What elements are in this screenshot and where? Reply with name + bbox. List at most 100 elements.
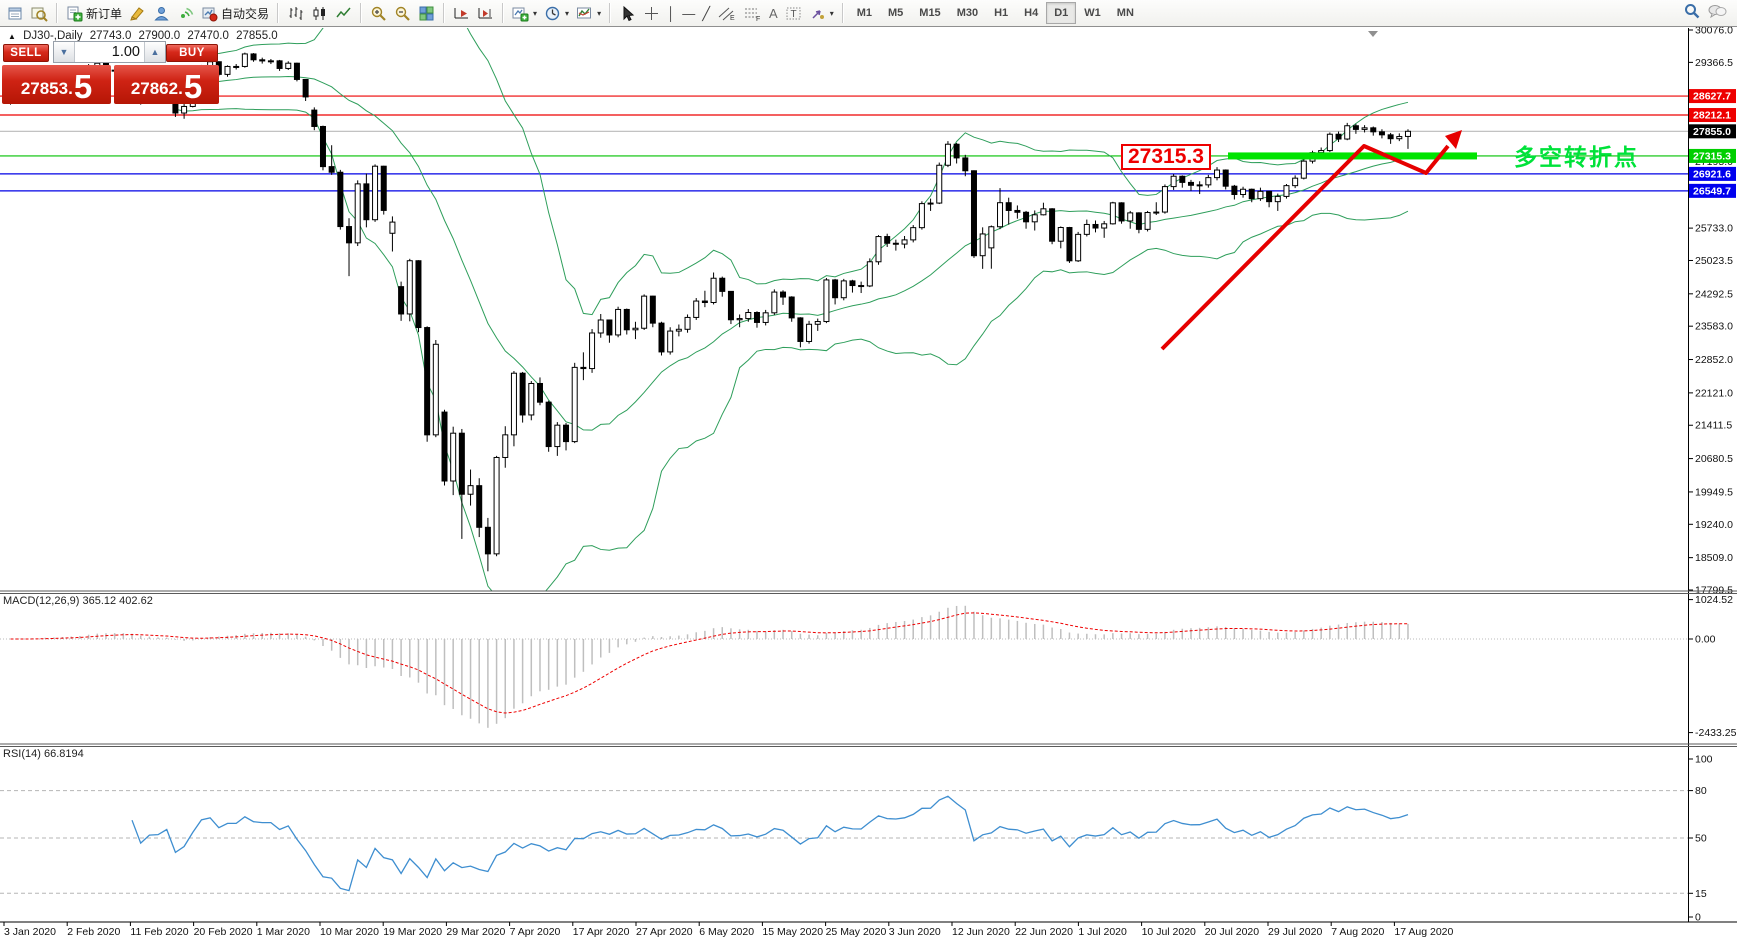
svg-text:24292.5: 24292.5 [1695,288,1733,300]
date-axis-label: 29 Mar 2020 [446,926,505,938]
toolbar-separator [609,3,612,23]
zoom-in-icon[interactable] [367,3,390,24]
date-axis-label: 17 Apr 2020 [573,926,630,938]
chart-title: ▲ DJ30-,Daily 27743.0 27900.0 27470.0 27… [8,30,282,42]
date-axis-label: 10 Mar 2020 [320,926,379,938]
price-level-annotation[interactable]: 27315.3 [1121,144,1211,170]
date-axis-label: 11 Feb 2020 [130,926,188,938]
chart-shift-marker-icon [1368,31,1378,37]
text-icon[interactable]: A [769,5,778,21]
text-label-icon[interactable]: T [782,3,805,24]
new-order-button[interactable]: 新订单 [63,3,125,24]
community-icon[interactable] [150,3,173,24]
date-axis-label: 27 Apr 2020 [636,926,693,938]
svg-text:0.00: 0.00 [1695,634,1716,646]
candlestick-chart-icon[interactable] [308,3,331,24]
timeframe-button-M30[interactable]: M30 [956,7,979,19]
sell-price-display[interactable]: 27853. 5 [2,65,111,104]
date-axis-label: 3 Jun 2020 [889,926,941,938]
volume-decrease-button[interactable]: ▼ [54,42,75,62]
svg-text:22852.0: 22852.0 [1695,354,1733,366]
timeframe-button-D1[interactable]: D1 [1046,2,1077,24]
buy-price-big-digit: 5 [183,68,203,105]
svg-text:29366.5: 29366.5 [1695,57,1733,69]
autotrading-button[interactable]: 自动交易 [198,3,272,24]
date-axis-label: 25 May 2020 [826,926,887,938]
date-axis-label: 2 Feb 2020 [67,926,120,938]
toolbar: 新订单 自动交易 [0,0,1737,27]
date-axis-label: 1 Jul 2020 [1078,926,1127,938]
timeframe-button-M1[interactable]: M1 [856,7,872,19]
buy-button[interactable]: BUY [166,44,218,62]
date-axis-label: 3 Jan 2020 [4,926,56,938]
close-value: 27855.0 [236,30,278,42]
toolbar-separator [841,3,844,23]
turning-point-annotation[interactable]: 多空转折点 [1514,144,1639,170]
new-chart-button[interactable]: ▾ [509,3,540,24]
date-axis-label: 7 Apr 2020 [510,926,561,938]
svg-text:19949.5: 19949.5 [1695,486,1733,498]
fibonacci-icon[interactable]: F [740,3,765,24]
strategy-tester-icon[interactable] [28,3,51,24]
trendline-icon[interactable]: ╱ [702,5,711,21]
volume-input[interactable] [75,42,144,62]
svg-text:28627.7: 28627.7 [1693,91,1731,103]
templates-icon [577,7,592,18]
svg-text:26921.6: 26921.6 [1693,168,1731,180]
svg-text:27855.0: 27855.0 [1693,126,1731,138]
chart-shift-icon[interactable] [474,3,497,24]
chart-canvas[interactable]: 30076.029366.527195.026484.025733.025023… [0,27,1737,944]
volume-spinner: ▼ ▲ [53,41,166,63]
date-axis-label: 7 Aug 2020 [1331,926,1384,938]
search-icon[interactable] [1683,2,1701,25]
buy-price-display[interactable]: 27862. 5 [114,65,219,104]
sell-price-main: 27853. [20,79,73,98]
equidistant-channel-icon[interactable]: E [714,3,739,24]
buy-price-main: 27862. [130,79,183,98]
auto-scroll-icon[interactable] [450,3,473,24]
high-value: 27900.0 [138,30,181,42]
timeframe-button-H4[interactable]: H4 [1024,7,1039,19]
svg-text:18509.0: 18509.0 [1695,552,1733,564]
svg-text:28212.1: 28212.1 [1693,110,1731,122]
timeframe-button-MN[interactable]: MN [1116,7,1134,19]
date-axis-label: 22 Jun 2020 [1015,926,1073,938]
toolbar-separator [56,3,58,23]
timeframe-toolbar: M1 M5 M15 M30 H1 H4 D1 W1 MN [849,2,1142,24]
templates-button[interactable]: ▾ [573,3,604,24]
date-axis-label: 1 Mar 2020 [257,926,310,938]
horizontal-line-icon[interactable]: — [682,5,696,21]
arrows-icon[interactable]: ▾ [806,3,837,24]
cursor-icon[interactable] [616,3,639,24]
open-value: 27743.0 [89,30,132,42]
timeframe-button-H1[interactable]: H1 [994,7,1009,19]
chat-icon[interactable] [1707,2,1727,25]
low-value: 27470.0 [187,30,229,42]
svg-text:T: T [790,9,796,20]
volume-increase-button[interactable]: ▲ [144,42,165,62]
crayon-icon[interactable] [126,3,149,24]
svg-text:0: 0 [1695,912,1701,924]
timeframe-button-M15[interactable]: M15 [919,7,941,19]
line-chart-icon[interactable] [332,3,355,24]
svg-text:19240.0: 19240.0 [1695,519,1733,531]
toolbar-separator [277,3,280,23]
expand-arrow-icon[interactable]: ▲ [8,32,16,41]
svg-text:21411.5: 21411.5 [1695,420,1732,432]
sell-price-big-digit: 5 [73,68,93,105]
tile-windows-icon[interactable] [415,3,438,24]
date-axis-label: 20 Jul 2020 [1205,926,1259,938]
periods-button[interactable]: ▾ [541,3,572,24]
date-axis-label: 12 Jun 2020 [952,926,1010,938]
vertical-line-icon[interactable]: │ [667,5,676,21]
date-axis-label: 20 Feb 2020 [194,926,253,938]
bar-chart-icon[interactable] [284,3,307,24]
market-watch-window-icon[interactable] [4,3,27,24]
timeframe-button-M5[interactable]: M5 [888,7,904,19]
zoom-out-icon[interactable] [391,3,414,24]
svg-text:30076.0: 30076.0 [1695,27,1733,37]
signals-icon[interactable] [174,3,197,24]
sell-button[interactable]: SELL [3,44,49,62]
timeframe-button-W1[interactable]: W1 [1084,7,1101,19]
crosshair-icon[interactable] [640,3,663,24]
